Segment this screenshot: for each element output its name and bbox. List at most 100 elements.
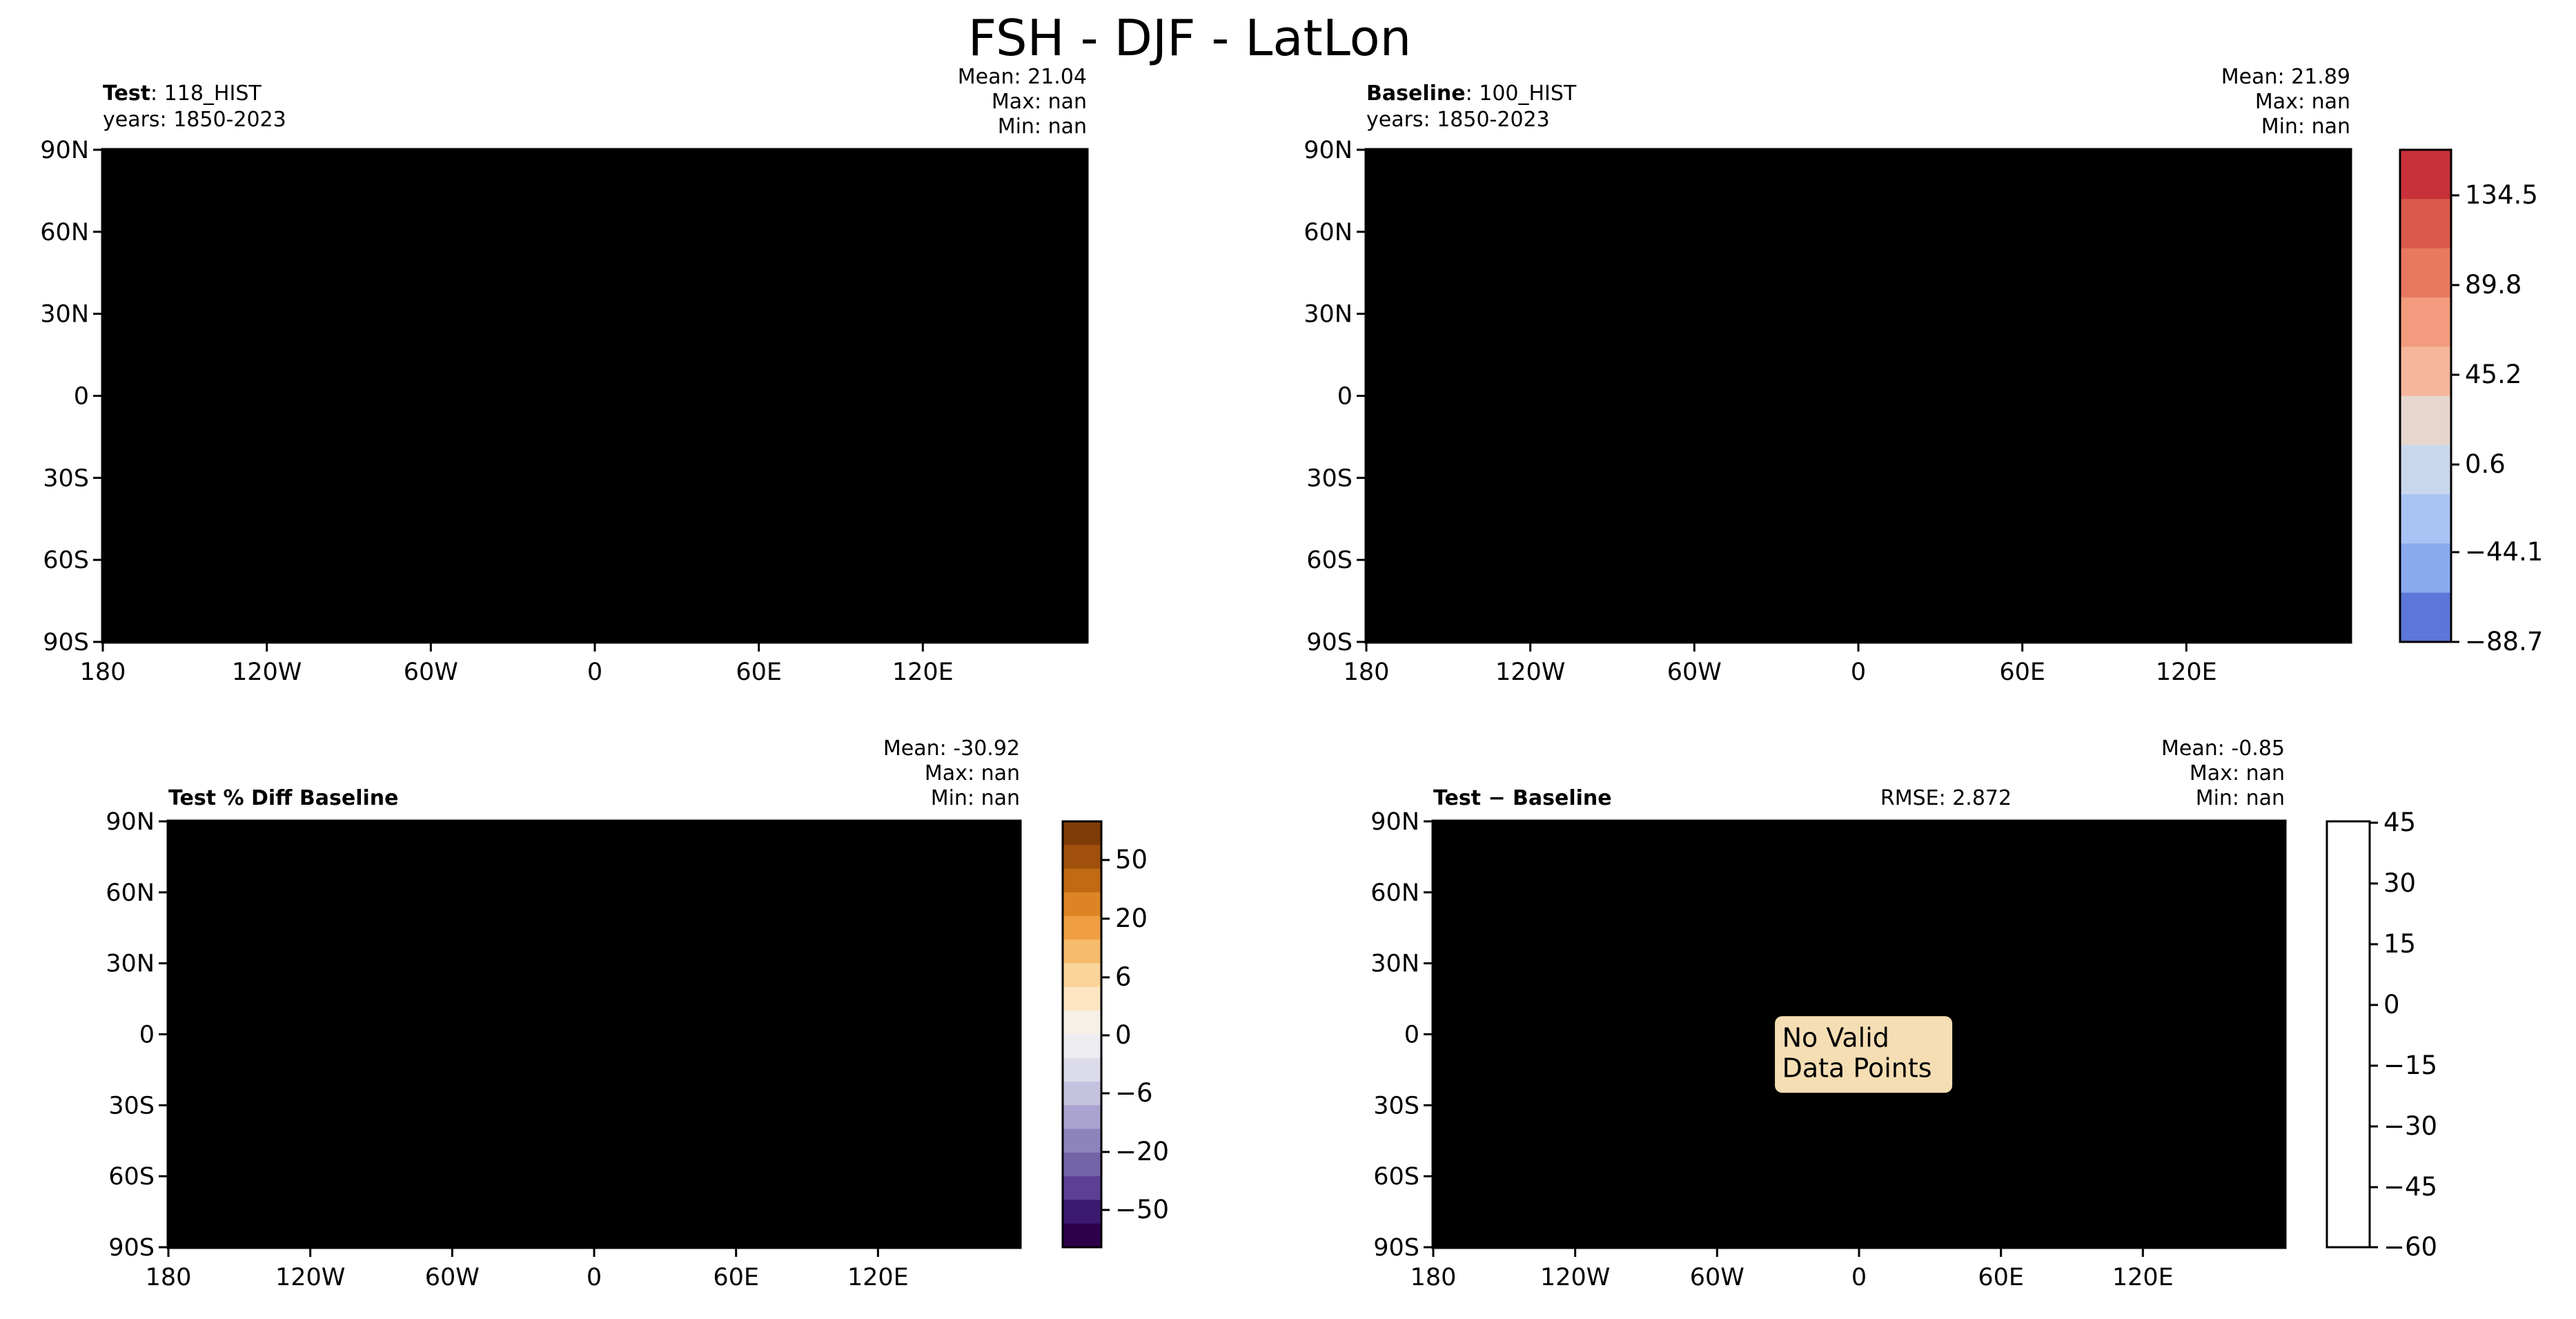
stat-line: Min: nan (931, 786, 1020, 810)
colorbar-tick-label: 0 (2383, 990, 2400, 1019)
colorbar-band (1063, 821, 1101, 846)
no-data-text: Data Points (1782, 1053, 1932, 1084)
lon-tick-label: 180 (146, 1264, 192, 1291)
colorbar-pctdiff: 50 20 6 0 −6 −20 −50 (1061, 820, 1169, 1249)
figure-title: FSH - DJF - LatLon (968, 9, 1412, 67)
lon-tick-label: 60W (1690, 1264, 1744, 1291)
lat-tick-label: 60N (106, 879, 155, 907)
lat-tick-label: 0 (1404, 1022, 1419, 1049)
lat-tick-label: 90S (108, 1234, 155, 1262)
lat-tick-label: 90N (1370, 808, 1419, 836)
colorbar-band (1063, 1057, 1101, 1082)
colorbar-band (1063, 1223, 1101, 1248)
lat-tick-label: 90N (1304, 137, 1353, 164)
map-area (103, 150, 1087, 642)
colorbar-band (1063, 1200, 1101, 1224)
lon-tick-label: 180 (80, 658, 126, 686)
rmse-label: RMSE: 2.872 (1880, 786, 2012, 810)
stat-line: Mean: -30.92 (883, 736, 1020, 761)
colorbar-band (1063, 1129, 1101, 1153)
lat-tick-label: 30N (1370, 950, 1419, 978)
lat-tick-label: 60S (1373, 1163, 1419, 1191)
colorbar-tick-label: 0 (1115, 1020, 1132, 1050)
colorbar-band (1063, 868, 1101, 893)
stat-line: Max: nan (992, 90, 1087, 114)
colorbar-band (1063, 1105, 1101, 1130)
lon-tick-label: 120E (2112, 1264, 2174, 1291)
colorbar-tick-label: 15 (2383, 929, 2416, 959)
colorbar-band (1063, 1152, 1101, 1177)
stat-line: Max: nan (2255, 90, 2350, 114)
colorbar-band (2400, 150, 2451, 199)
stat-line: Mean: 21.89 (2221, 65, 2350, 89)
lat-tick-label: 60N (1370, 879, 1419, 907)
stat-line: Max: nan (2190, 761, 2285, 785)
lon-tick-label: 0 (1851, 658, 1866, 686)
colorbar-band (1063, 916, 1101, 940)
colorbar-tick-label: −20 (1115, 1137, 1169, 1166)
colorbar-tick-label: 0.6 (2465, 449, 2506, 479)
lat-tick-label: 30N (106, 950, 155, 978)
lon-tick-label: 0 (587, 1264, 602, 1291)
lat-tick-label: 60S (43, 547, 89, 574)
colorbar-band (2400, 395, 2451, 446)
lon-tick-label: 60W (425, 1264, 480, 1291)
panel-title-rest: : 118_HIST (150, 81, 262, 106)
lon-tick-label: 60E (736, 658, 782, 686)
colorbar-tick-label: −44.1 (2465, 537, 2543, 567)
coastline (168, 825, 1020, 1247)
lon-tick-label: 120W (275, 1264, 345, 1291)
lon-tick-label: 120W (1540, 1264, 1610, 1291)
lon-tick-label: 120W (1495, 658, 1565, 686)
colorbar-band (1063, 1034, 1101, 1059)
lat-tick-label: 30S (1306, 465, 1353, 492)
colorbar-tick-label: 45 (2383, 808, 2416, 837)
colorbar-band (1063, 963, 1101, 988)
colorbar-tick-label: −45 (2383, 1172, 2437, 1202)
stat-line: Min: nan (2261, 115, 2350, 139)
lat-tick-label: 0 (74, 383, 89, 411)
lat-tick-label: 90N (106, 808, 155, 836)
colorbar-tick-label: −50 (1115, 1195, 1169, 1224)
colorbar-band (1063, 1176, 1101, 1200)
panel-title-rest: : 100_HIST (1466, 81, 1577, 106)
colorbar-tick-label: −88.7 (2465, 627, 2543, 656)
panel-subtitle: years: 1850-2023 (1366, 108, 1550, 132)
stat-line: Mean: 21.04 (958, 65, 1087, 89)
colorbar-band (2400, 199, 2451, 249)
panel-title: Test − Baseline (1433, 786, 1612, 810)
colorbar-frame (2326, 820, 2371, 1249)
stat-line: Min: nan (998, 115, 1087, 139)
panel-title-rest: − Baseline (1481, 786, 1612, 810)
colorbar-diff: 45 30 15 0 −15 −30 −45 −60 (2326, 808, 2437, 1262)
lon-tick-label: 120E (847, 1264, 909, 1291)
no-data-text: No Valid (1782, 1023, 1889, 1053)
lat-tick-label: 90S (1306, 629, 1353, 656)
lat-tick-label: 30S (108, 1092, 155, 1120)
stat-line: Mean: -0.85 (2161, 736, 2285, 761)
lon-tick-label: 180 (1410, 1264, 1457, 1291)
colorbar-tick-label: 30 (2383, 868, 2416, 898)
colorbar-band (2400, 444, 2451, 495)
panel-title: Test % Diff Baseline (168, 786, 399, 810)
stat-line: Min: nan (2196, 786, 2285, 810)
colorbar-band (1063, 845, 1101, 870)
colorbar-tick-label: −6 (1115, 1078, 1153, 1108)
lon-tick-label: 120W (232, 658, 302, 686)
map-area (1366, 150, 2350, 642)
colorbar-band (1063, 986, 1101, 1011)
panel-title-bold: Test % Diff Baseline (168, 786, 399, 810)
colorbar-tick-label: 50 (1115, 845, 1148, 875)
lat-tick-label: 90S (1373, 1234, 1419, 1262)
stat-line: Max: nan (925, 761, 1020, 785)
colorbar-tick-label: 89.8 (2465, 270, 2521, 300)
lon-tick-label: 60W (404, 658, 458, 686)
no-data-box (1773, 1014, 1955, 1095)
lat-tick-label: 60N (1304, 219, 1353, 246)
coastline (103, 155, 1087, 642)
colorbar-band (1063, 1082, 1101, 1106)
panel-title-bold: Baseline (1366, 81, 1466, 106)
colorbar-band (1063, 892, 1101, 917)
